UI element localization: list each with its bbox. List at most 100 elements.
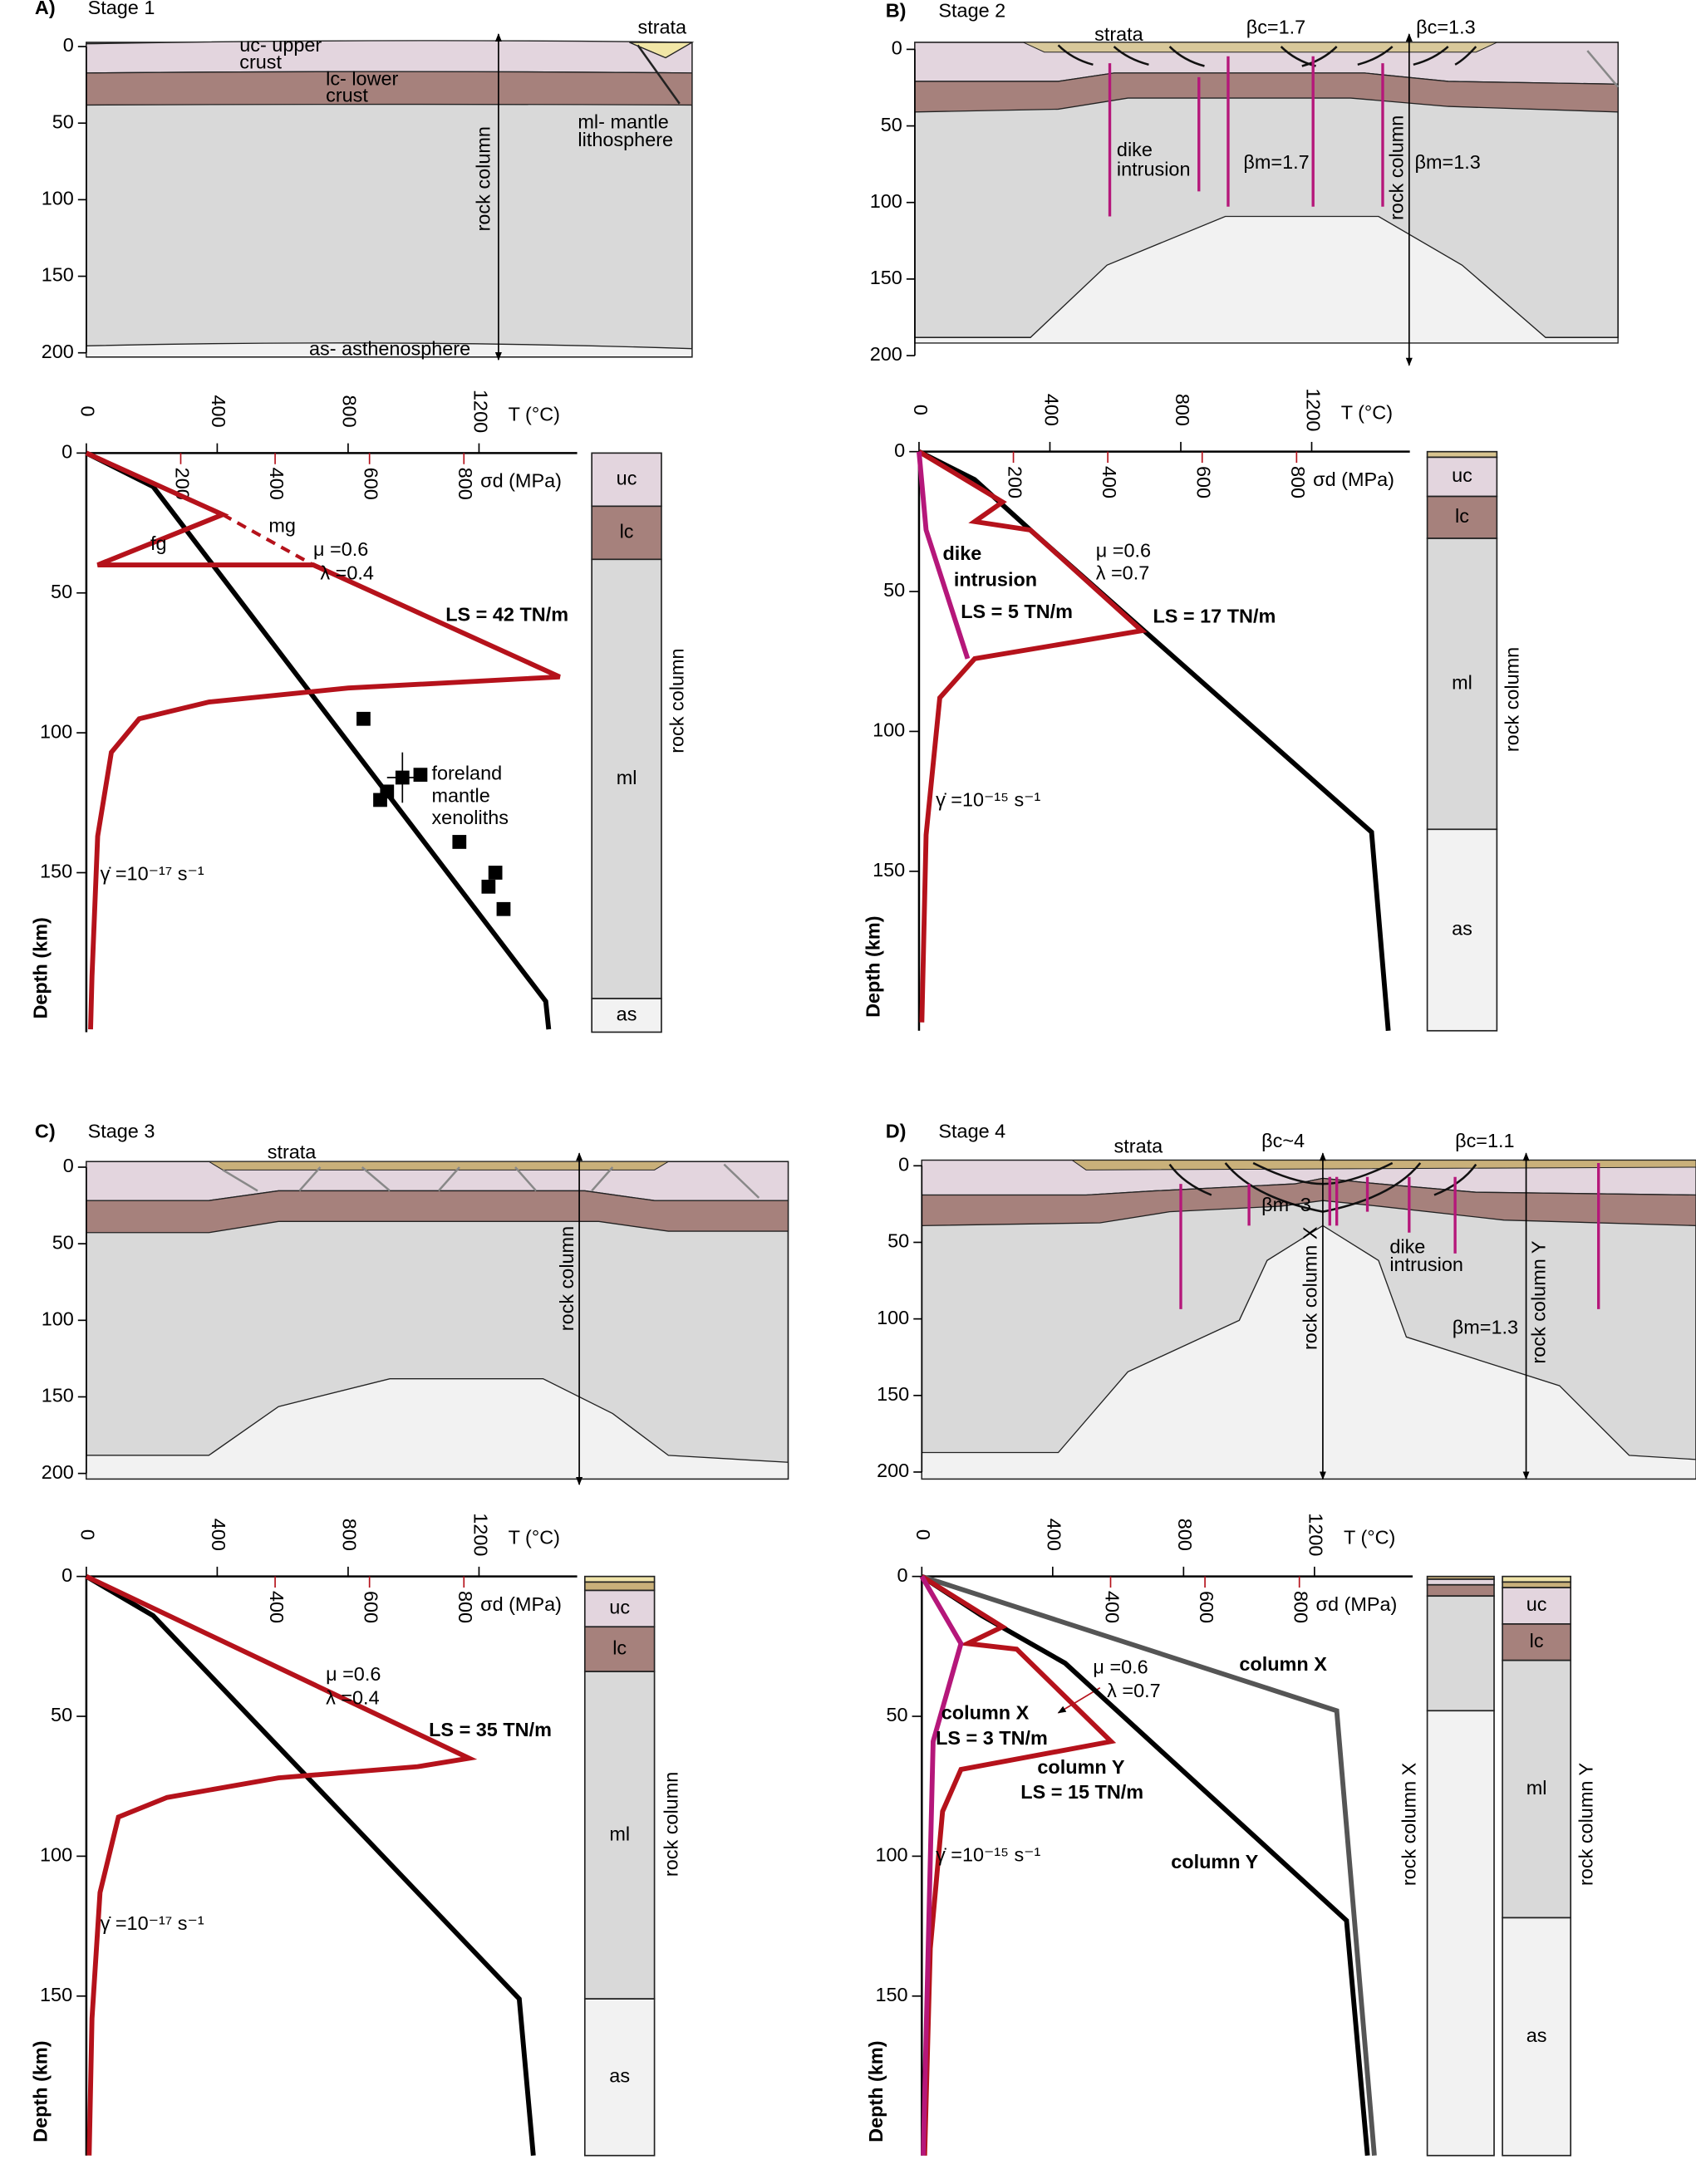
annotation: μ =0.6 <box>1096 540 1151 562</box>
column-layer <box>591 558 662 999</box>
x-tick-label: 400 <box>1044 1519 1065 1551</box>
x2-tick-label: 400 <box>266 468 288 500</box>
section-tick-label: 0 <box>892 37 902 59</box>
x2-tick-label: 600 <box>1196 1591 1217 1623</box>
y-tick-label: 150 <box>40 1984 72 2005</box>
x2-tick-label: 800 <box>1290 1591 1311 1623</box>
section-label: βc~4 <box>1261 1130 1305 1151</box>
column-layer-label: lc <box>620 521 634 542</box>
annotation: λ =0.7 <box>1107 1680 1161 1701</box>
section-label: rock column Y <box>1528 1240 1550 1363</box>
xenolith-point <box>496 901 511 916</box>
y-tick-label: 150 <box>40 861 72 882</box>
y-tick-label: 0 <box>61 1564 72 1586</box>
y-tick-label: 0 <box>894 439 905 461</box>
annotation: LS = 42 TN/m <box>445 604 568 626</box>
section-tick-label: 200 <box>877 1460 909 1481</box>
annotation: μ =0.6 <box>326 1663 381 1685</box>
column-layer <box>583 1998 656 2157</box>
section-label: βm=1.3 <box>1453 1317 1518 1338</box>
profile-line <box>85 450 561 1030</box>
section-tick-label: 50 <box>881 114 902 135</box>
y-tick-label: 100 <box>40 720 72 742</box>
x-axis-title: T (°C) <box>509 403 560 425</box>
column-layer-label: as <box>1526 2024 1547 2046</box>
annotation: intrusion <box>954 569 1037 591</box>
profile-line <box>920 1574 1117 2156</box>
annotation: λ =0.4 <box>320 562 374 583</box>
section-label: strata <box>1114 1136 1164 1157</box>
section-tick-label: 50 <box>52 110 74 132</box>
annotation: column X <box>1239 1653 1327 1675</box>
section-label: crust <box>239 51 282 72</box>
x-axis-title: T (°C) <box>509 1527 560 1548</box>
section-tick-label: 100 <box>870 190 902 212</box>
y-tick-label: 0 <box>897 1564 908 1586</box>
y-tick-label: 50 <box>51 581 72 602</box>
column-layer-label: lc <box>612 1637 627 1658</box>
section-label: rock column X <box>1300 1226 1321 1350</box>
y-tick-label: 50 <box>51 1704 72 1725</box>
column-label: rock column Y <box>1575 1763 1596 1886</box>
annotation: foreland <box>431 763 502 784</box>
x-tick-label: 1200 <box>469 390 491 433</box>
section-label: βc=1.3 <box>1416 16 1475 37</box>
x-tick-label: 1200 <box>1305 1513 1327 1556</box>
column-layer-label: uc <box>1526 1593 1547 1615</box>
section-tick-label: 150 <box>877 1383 909 1405</box>
section-label: uc- upper <box>239 34 322 56</box>
section-label: strata <box>1094 23 1144 45</box>
x2-tick-label: 800 <box>1287 466 1309 498</box>
section-label: βm=1.7 <box>1243 151 1309 173</box>
section-tick-label: 0 <box>898 1153 909 1175</box>
x2-tick-label: 600 <box>1193 466 1215 498</box>
panel-title: Stage 3 <box>88 1120 155 1141</box>
x2-tick-label: 800 <box>455 468 476 500</box>
x-tick-label: 400 <box>1040 394 1062 426</box>
x2-tick-label: 600 <box>360 468 381 500</box>
section-tick-label: 200 <box>870 343 902 365</box>
column-layer <box>1426 1583 1495 1598</box>
section-label: lc- lower <box>326 67 398 89</box>
x-tick-label: 800 <box>1174 1519 1196 1551</box>
column-label: rock column <box>661 1772 682 1877</box>
column-layer <box>583 1581 656 1592</box>
column-layer-label: ml <box>1452 671 1472 693</box>
section-label: rock column <box>556 1226 578 1331</box>
annotation: γ̇ =10⁻¹⁵ s⁻¹ <box>936 788 1040 810</box>
section-label: strata <box>268 1141 317 1162</box>
annotation: γ̇ =10⁻¹⁷ s⁻¹ <box>101 1912 204 1934</box>
x-axis-title: T (°C) <box>1341 402 1393 424</box>
x2-tick-label: 800 <box>455 1591 476 1623</box>
profile-line <box>917 449 1148 1023</box>
x2-tick-label: 400 <box>1101 1591 1123 1623</box>
annotation: λ =0.4 <box>326 1686 380 1708</box>
section-label: ml- mantle <box>578 110 668 132</box>
section-label: rock column <box>1386 115 1408 220</box>
x-tick-label: 400 <box>208 395 229 428</box>
x2-axis-title: σd (MPa) <box>1313 469 1394 490</box>
section-tick-label: 50 <box>887 1230 909 1252</box>
y-tick-label: 50 <box>886 1704 907 1725</box>
annotation: μ =0.6 <box>313 538 368 560</box>
x-tick-label: 800 <box>339 395 361 428</box>
column-layer-label: as <box>1452 918 1472 940</box>
y-axis-title: Depth (km) <box>29 2040 51 2142</box>
x2-tick-label: 600 <box>360 1591 381 1623</box>
y-axis-title: Depth (km) <box>865 2040 887 2142</box>
column-layer-label: ml <box>1526 1777 1547 1799</box>
profile-line <box>222 513 315 567</box>
section-tick-label: 150 <box>870 267 902 288</box>
annotation: xenoliths <box>431 807 509 828</box>
section-tick-label: 150 <box>42 264 74 286</box>
profile-line <box>921 1573 1377 2156</box>
column-layer <box>1426 450 1498 459</box>
annotation: fg <box>150 533 167 554</box>
x-tick-label: 800 <box>339 1519 361 1551</box>
column-label: rock column <box>666 648 687 753</box>
column-layer <box>1426 1595 1495 1712</box>
column-layer <box>1502 1917 1572 2157</box>
panel-label: D) <box>886 1120 907 1141</box>
profile-line <box>917 449 1391 1032</box>
